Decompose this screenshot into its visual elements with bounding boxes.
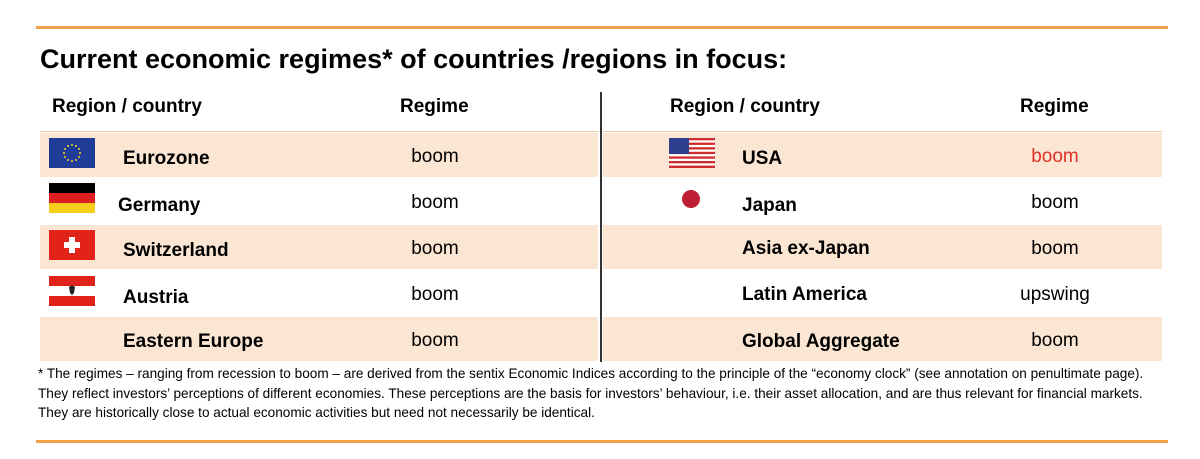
switzerland-flag-icon [49,230,95,260]
region-name: Latin America [742,284,867,305]
regime-value: upswing [1020,284,1090,305]
region-name: USA [742,148,783,169]
regime-value: boom [411,284,459,305]
region-name: Germany [118,195,201,216]
top-rule [36,26,1168,29]
austria-flag-icon [49,276,95,306]
regime-value: boom [411,330,459,351]
region-name: Global Aggregate [742,331,900,352]
row-band [603,225,1162,269]
region-name: Eastern Europe [123,331,264,352]
regime-value: boom [1031,330,1079,351]
regime-value: boom [411,146,459,167]
bottom-rule [36,440,1168,443]
regime-value: boom [411,238,459,259]
row-band [40,225,598,269]
usa-flag-icon [669,138,715,168]
japan-flag-icon [682,190,700,208]
region-name: Eurozone [123,148,210,169]
row-band [40,133,598,177]
region-name: Asia ex-Japan [742,238,870,259]
header-regime-left: Regime [400,96,469,117]
header-regime-right: Regime [1020,96,1089,117]
row-band [603,317,1162,361]
regime-value: boom [1031,192,1079,213]
page-title: Current economic regimes* of countries /… [40,44,788,74]
region-name: Austria [123,287,189,308]
regime-value: boom [1031,238,1079,259]
regime-value: boom [1031,146,1079,167]
region-name: Japan [742,195,797,216]
header-underline [40,131,598,132]
row-band [40,317,598,361]
regime-value: boom [411,192,459,213]
region-name: Switzerland [123,240,229,261]
header-region-right: Region / country [670,96,820,117]
eu-flag-icon [49,138,95,168]
header-underline [603,131,1162,132]
header-region-left: Region / country [52,96,202,117]
footnote: * The regimes – ranging from recession t… [38,366,1144,420]
germany-flag-icon [49,183,95,213]
column-divider [600,92,602,362]
